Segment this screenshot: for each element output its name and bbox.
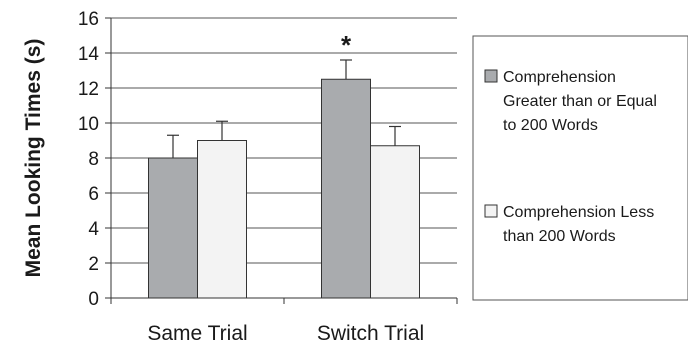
labels: 0 2 4 6 8 10 12 14 16 Same Trial Switch Trial * [78, 9, 424, 345]
y-tick-label: 0 [88, 289, 99, 310]
y-tick-label: 8 [88, 149, 99, 170]
bar [148, 157, 198, 299]
legend-label: Greater than or Equal [503, 93, 657, 110]
legend-label: than 200 Words [503, 228, 616, 245]
bar [370, 145, 420, 299]
legend: Comprehension Greater than or Equal to 200… [472, 35, 688, 301]
legend-label: to 200 Words [503, 117, 598, 134]
legend-swatch [484, 204, 498, 218]
legend-label: Comprehension [503, 69, 616, 86]
y-tick-label: 2 [88, 254, 99, 275]
y-tick-label: 16 [78, 9, 99, 30]
bars [148, 78, 420, 299]
y-tick-label: 10 [78, 114, 99, 135]
significance-marker: * [341, 30, 352, 60]
y-tick-label: 12 [78, 79, 99, 100]
y-tick-label: 6 [88, 184, 99, 205]
bar [321, 78, 371, 299]
category-label: Same Trial [147, 322, 247, 345]
legend-box [472, 35, 688, 301]
legend-swatch [484, 69, 498, 83]
error-bars [167, 59, 401, 158]
y-axis-title: Mean Looking Times (s) [22, 39, 45, 278]
y-tick-label: 14 [78, 44, 100, 65]
y-tick-label: 4 [88, 219, 99, 240]
category-label: Switch Trial [317, 322, 424, 345]
bar [197, 140, 247, 299]
legend-label: Comprehension Less [503, 204, 654, 221]
